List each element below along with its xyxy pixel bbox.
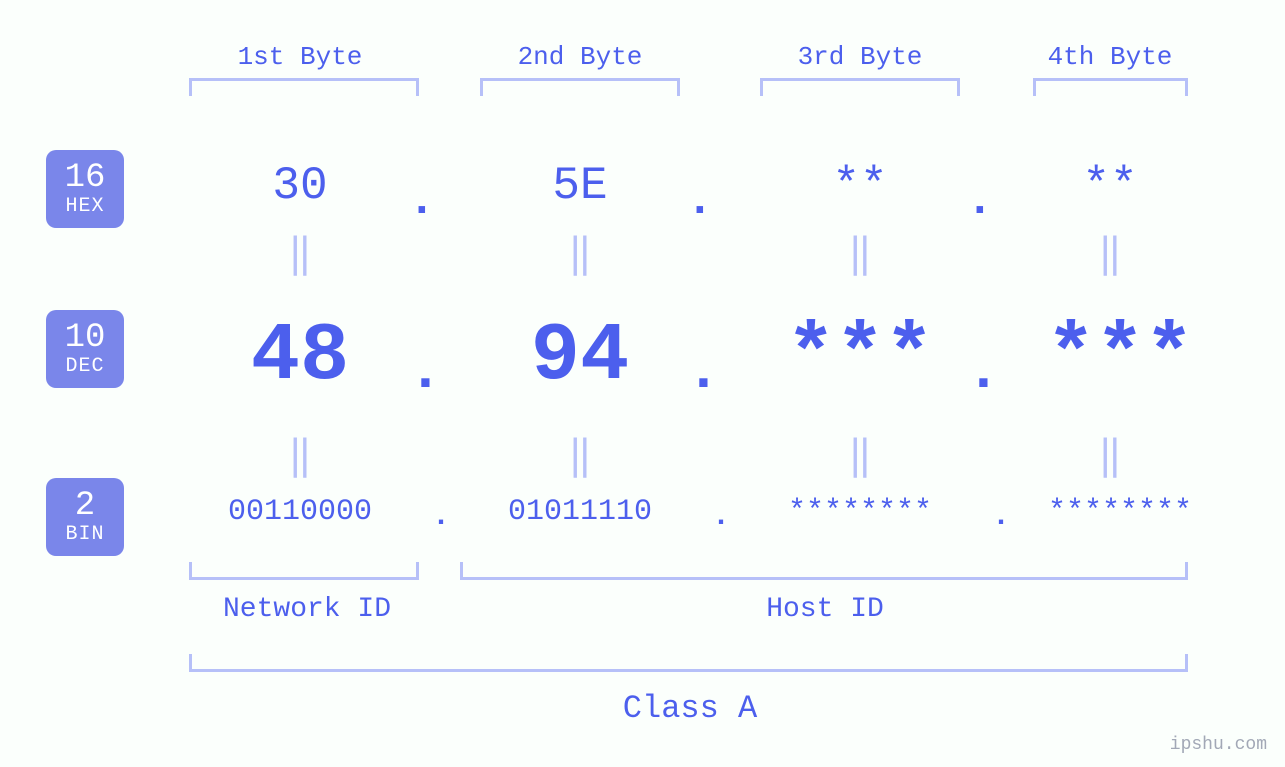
bracket-network-id xyxy=(189,562,419,580)
hex-byte-1: 30 xyxy=(200,160,400,212)
byte-header-2: 2nd Byte xyxy=(480,42,680,72)
label-host-id: Host ID xyxy=(700,594,950,625)
dec-dot-2: . xyxy=(686,340,721,405)
eq-2-2 xyxy=(560,432,600,481)
bin-byte-3: ******** xyxy=(740,495,980,529)
byte-header-4: 4th Byte xyxy=(1010,42,1210,72)
hex-dot-2: . xyxy=(686,175,714,227)
label-network-id: Network ID xyxy=(212,594,402,625)
dec-byte-2: 94 xyxy=(460,310,700,403)
hex-dot-3: . xyxy=(966,175,994,227)
byte-header-3: 3rd Byte xyxy=(760,42,960,72)
badge-hex-label: HEX xyxy=(65,196,104,217)
ip-diagram: 1st Byte 2nd Byte 3rd Byte 4th Byte 16 H… xyxy=(0,0,1285,767)
hex-byte-4: ** xyxy=(1010,160,1210,212)
label-class: Class A xyxy=(550,690,830,727)
eq-2-1 xyxy=(280,432,320,481)
eq-1-1 xyxy=(280,230,320,279)
byte-header-1: 1st Byte xyxy=(200,42,400,72)
eq-2-4 xyxy=(1090,432,1130,481)
hex-byte-3: ** xyxy=(760,160,960,212)
badge-bin-label: BIN xyxy=(65,524,104,545)
eq-1-3 xyxy=(840,230,880,279)
badge-dec-num: 10 xyxy=(65,321,106,357)
badge-hex: 16 HEX xyxy=(46,150,124,228)
badge-bin-num: 2 xyxy=(75,489,95,525)
bin-dot-2: . xyxy=(712,500,730,534)
badge-dec: 10 DEC xyxy=(46,310,124,388)
bin-byte-1: 00110000 xyxy=(180,495,420,529)
bracket-class xyxy=(189,654,1188,672)
eq-1-4 xyxy=(1090,230,1130,279)
bin-byte-4: ******** xyxy=(1000,495,1240,529)
top-bracket-1 xyxy=(189,78,419,96)
badge-dec-label: DEC xyxy=(65,356,104,377)
bin-byte-2: 01011110 xyxy=(460,495,700,529)
bracket-host-id xyxy=(460,562,1188,580)
top-bracket-4 xyxy=(1033,78,1188,96)
hex-dot-1: . xyxy=(408,175,436,227)
bin-dot-1: . xyxy=(432,500,450,534)
dec-byte-1: 48 xyxy=(180,310,420,403)
top-bracket-2 xyxy=(480,78,680,96)
dec-dot-1: . xyxy=(408,340,443,405)
eq-2-3 xyxy=(840,432,880,481)
dec-dot-3: . xyxy=(966,340,1001,405)
dec-byte-4: *** xyxy=(1000,310,1240,403)
hex-byte-2: 5E xyxy=(480,160,680,212)
watermark: ipshu.com xyxy=(1170,735,1267,755)
badge-hex-num: 16 xyxy=(65,161,106,197)
dec-byte-3: *** xyxy=(740,310,980,403)
badge-bin: 2 BIN xyxy=(46,478,124,556)
top-bracket-3 xyxy=(760,78,960,96)
eq-1-2 xyxy=(560,230,600,279)
